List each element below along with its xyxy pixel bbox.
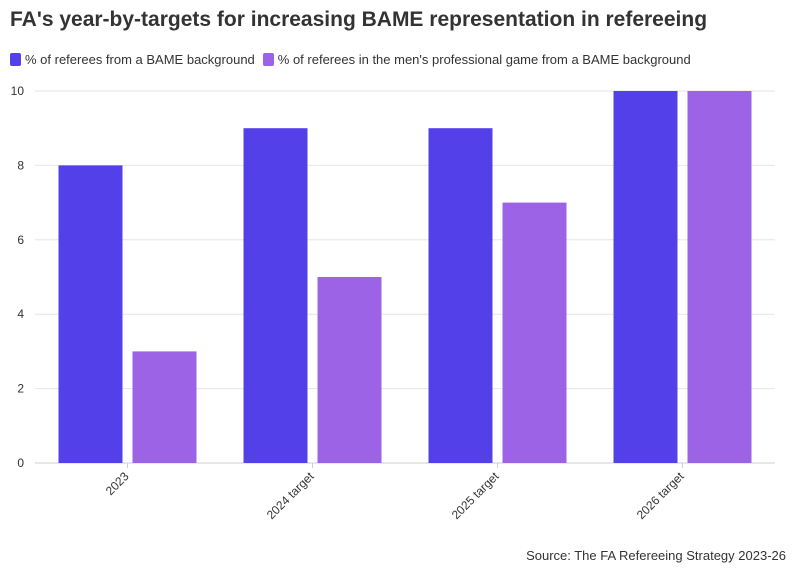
bar-series-2-0	[132, 351, 197, 463]
legend-item-series-1[interactable]: % of referees from a BAME background	[10, 52, 255, 67]
legend-item-series-2[interactable]: % of referees in the men's professional …	[262, 52, 691, 67]
legend-swatch-series-1	[10, 53, 21, 66]
legend-label-series-2: % of referees in the men's professional …	[277, 52, 691, 67]
y-tick-label-1: 2	[17, 382, 24, 396]
bar-series-1-0	[58, 165, 123, 463]
legend-label-series-1: % of referees from a BAME background	[25, 52, 255, 67]
y-tick-label-4: 8	[17, 158, 24, 172]
bar-series-2-3	[687, 91, 752, 463]
x-tick-label-3: 2026 target	[634, 469, 687, 522]
x-tick-label-1: 2024 target	[264, 469, 317, 522]
legend: % of referees from a BAME background % o…	[10, 52, 699, 67]
y-tick-label-3: 6	[17, 233, 24, 247]
y-tick-label-2: 4	[17, 307, 24, 321]
bar-series-1-3	[613, 91, 678, 463]
x-tick-label-2: 2025 target	[449, 469, 502, 522]
bar-series-2-1	[317, 277, 382, 463]
source-note: Source: The FA Refereeing Strategy 2023-…	[526, 548, 786, 563]
bar-series-2-2	[502, 202, 567, 463]
bar-series-1-1	[243, 128, 308, 463]
y-tick-label-5: 10	[11, 84, 25, 98]
x-tick-label-0: 2023	[103, 469, 132, 498]
bar-series-1-2	[428, 128, 493, 463]
y-tick-label-0: 0	[17, 456, 24, 470]
chart-title: FA's year-by-targets for increasing BAME…	[10, 8, 708, 31]
legend-swatch-series-2	[262, 53, 274, 66]
